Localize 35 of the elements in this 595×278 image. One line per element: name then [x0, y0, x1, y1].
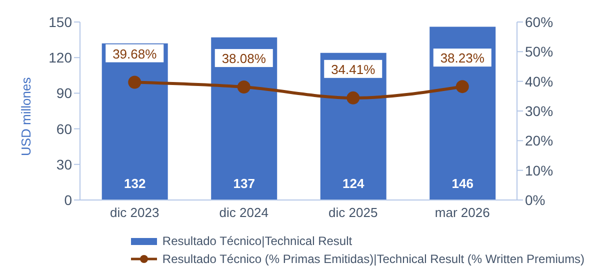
y-tick-label: 150	[48, 14, 72, 30]
y-tick-label: 60	[56, 120, 72, 137]
y2-tick-label: 40%	[525, 73, 554, 90]
bar	[211, 37, 278, 200]
point	[128, 76, 142, 89]
data-label: 38.23%	[440, 50, 485, 66]
data-label: 137	[233, 176, 255, 191]
bar	[102, 43, 168, 200]
point	[237, 80, 250, 94]
y-axis-title: USD millones	[18, 76, 34, 156]
y2-tick-label: 10%	[525, 162, 554, 178]
data-label: 124	[342, 176, 365, 191]
x-tick-label: dic 2024	[219, 205, 268, 220]
y-tick-label: 120	[48, 50, 72, 66]
data-label: 146	[452, 176, 474, 191]
y2-tick-label: 50%	[525, 44, 554, 60]
y2-tick-label: 30%	[525, 102, 554, 119]
point	[456, 80, 469, 94]
point	[346, 91, 360, 104]
y-tick-label: 90	[56, 85, 72, 102]
y2-tick-label: 0%	[525, 192, 546, 208]
y2-tick-label: 60%	[525, 14, 554, 30]
bar	[430, 26, 496, 200]
y2-tick-label: 20%	[525, 132, 554, 149]
x-tick-label: mar 2026	[434, 205, 490, 220]
x-tick-label: dic 2025	[328, 205, 378, 220]
y-tick-label: 0	[64, 192, 72, 208]
data-label: 132	[124, 176, 146, 191]
y-tick-label: 30	[56, 156, 72, 172]
legend-label: Resultado Técnico|Technical Result	[162, 234, 352, 248]
x-tick-label: dic 2023	[110, 205, 160, 220]
data-label: 38.08%	[222, 51, 266, 66]
legend-label: Resultado Técnico (% Primas Emitidas)|Technical Result (% Written Premiums)	[162, 252, 585, 266]
data-label: 39.68%	[112, 46, 158, 62]
data-label: 34.41%	[331, 62, 376, 77]
